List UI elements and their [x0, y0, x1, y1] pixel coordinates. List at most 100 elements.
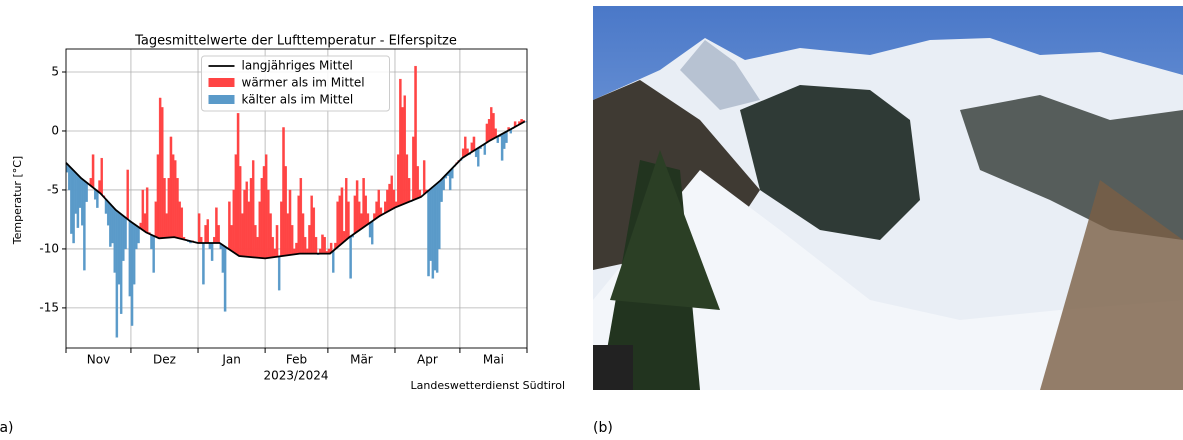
cold-bar	[223, 246, 227, 312]
cold-bar	[83, 180, 86, 271]
cold-bar	[122, 215, 125, 261]
y-tick-label: -15	[39, 300, 59, 314]
tree	[610, 150, 720, 310]
y-tick-label: 0	[51, 123, 59, 137]
window-frame	[593, 345, 633, 390]
cold-bar	[477, 147, 480, 167]
warm-bar	[384, 201, 387, 214]
warm-bar	[241, 213, 244, 257]
y-axis-label: Temperatur [°C]	[11, 156, 24, 245]
warm-bar	[321, 234, 324, 254]
cold-bar	[132, 223, 136, 285]
warm-bar	[204, 225, 207, 244]
mean-line	[65, 120, 526, 260]
warm-bar	[206, 219, 209, 244]
warm-bar	[98, 180, 101, 193]
cold-bar	[503, 132, 506, 149]
warm-bar	[412, 136, 415, 201]
cold-bar	[111, 206, 114, 244]
cold-bar	[85, 182, 88, 202]
cold-bar	[109, 203, 112, 247]
warm-bar	[360, 213, 363, 229]
warm-bar	[353, 195, 357, 234]
cold-bar	[152, 235, 155, 273]
warm-bar	[161, 107, 164, 239]
warm-bar	[323, 236, 326, 254]
warm-bar	[275, 225, 279, 257]
warm-bar	[271, 236, 274, 258]
warm-bar	[256, 236, 259, 258]
cold-bar	[113, 208, 116, 273]
cold-bar	[500, 133, 504, 161]
panel-label: (a)	[0, 420, 14, 436]
warm-bar	[347, 201, 350, 239]
warm-bar	[165, 213, 168, 238]
warm-bar	[377, 189, 380, 217]
warm-bar	[288, 189, 292, 256]
warm-bar	[176, 178, 179, 239]
warm-bar	[245, 181, 248, 257]
warm-bar	[238, 166, 242, 257]
cold-bar	[135, 225, 138, 250]
cold-bar	[117, 212, 121, 285]
warm-bar	[171, 154, 175, 238]
cold-bar	[438, 181, 441, 250]
source: Landeswetterdienst Südtirol	[411, 379, 566, 392]
x-tick-label: Jan	[221, 353, 241, 367]
warm-bar	[258, 201, 261, 259]
x-tick-label: Mai	[483, 353, 504, 367]
warm-bar	[167, 178, 171, 238]
warm-bar	[303, 236, 307, 254]
warm-bar	[295, 242, 298, 255]
cold-bar	[70, 168, 73, 234]
warm-bar	[301, 213, 305, 254]
warm-bar	[407, 178, 411, 203]
warm-bar	[290, 225, 294, 255]
warm-bar	[143, 213, 147, 232]
x-tick-label: Apr	[417, 353, 438, 367]
x-tick-label: Nov	[87, 353, 110, 367]
axes-frame	[65, 48, 528, 349]
warm-bar	[487, 119, 491, 142]
legend-label: langjähriges Mittel	[242, 59, 353, 73]
x-tick-label: Mär	[350, 353, 373, 367]
warm-bar	[267, 189, 270, 259]
cold-bar	[119, 214, 123, 314]
warm-bar	[280, 201, 283, 257]
warm-bar	[299, 178, 303, 254]
cold-bar	[448, 170, 452, 191]
warm-bar	[345, 178, 348, 241]
cold-bar	[483, 143, 487, 155]
warm-bar	[247, 201, 251, 258]
cold-bar	[124, 217, 127, 250]
cold-bar	[505, 131, 508, 143]
warm-bar	[141, 189, 145, 231]
warm-bar	[390, 175, 393, 210]
warm-bar	[492, 113, 495, 139]
warm-bar	[254, 225, 257, 258]
legend-box	[201, 55, 390, 112]
warm-bar	[310, 195, 313, 254]
y-tick-label: 5	[51, 65, 59, 79]
warm-bar	[100, 157, 103, 195]
warm-bar	[228, 201, 231, 250]
cold-bar	[221, 245, 225, 273]
snow-field	[593, 170, 1183, 390]
cold-bar	[277, 256, 281, 291]
cold-bar	[76, 174, 80, 228]
cold-bar	[332, 250, 335, 273]
warm-bar	[362, 178, 365, 228]
cold-bar	[208, 242, 212, 250]
warm-bar	[269, 213, 272, 258]
warm-bar	[169, 136, 173, 238]
warm-bar	[217, 225, 220, 244]
warm-bar	[273, 248, 277, 258]
warm-bar	[338, 195, 342, 246]
warm-bar	[215, 207, 218, 244]
warm-bar	[264, 154, 268, 259]
warm-bar	[251, 160, 255, 258]
warm-bar	[472, 136, 476, 151]
warm-bar	[260, 178, 264, 259]
cold-bar	[74, 172, 77, 214]
warm-bar	[416, 166, 419, 199]
